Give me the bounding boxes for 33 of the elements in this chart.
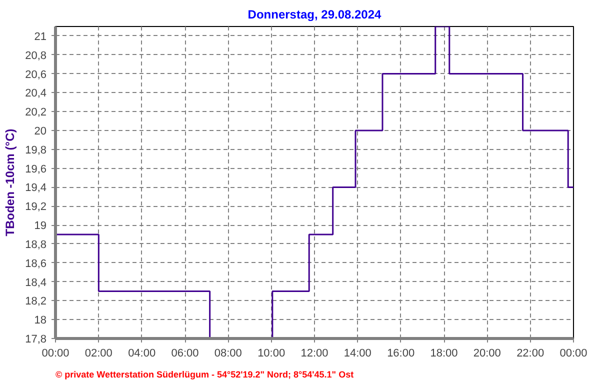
x-tick-label: 16:00 xyxy=(387,348,415,360)
y-tick-label: 19,4 xyxy=(25,182,47,194)
y-tick-label: 20,6 xyxy=(25,68,47,81)
x-tick-label: 20:00 xyxy=(473,348,501,360)
x-tick-label: 00:00 xyxy=(560,348,588,360)
y-tick-label: 20,8 xyxy=(25,50,47,62)
x-tick-label: 14:00 xyxy=(344,348,372,360)
text: © private Wetterstation Süderlügum - 54°52'19.2" Nord; 8°54'45.1" Ost xyxy=(56,370,354,380)
y-tick-label: 18 xyxy=(34,314,47,327)
y-tick-label: 18,4 xyxy=(25,276,47,289)
y-tick-label: 21 xyxy=(34,30,47,43)
y-tick-label: 19,8 xyxy=(25,144,47,156)
x-tick-label: 12:00 xyxy=(300,348,328,360)
x-tick-label: 22:00 xyxy=(516,348,544,360)
y-tick-label: 18,6 xyxy=(25,258,47,270)
y-axis-title: TBoden -10cm (°C) xyxy=(3,128,18,236)
x-tick-label: 04:00 xyxy=(128,348,156,360)
y-tick-label: 20,2 xyxy=(25,106,47,119)
y-tick-label: 18,8 xyxy=(25,238,47,251)
x-tick-label: 06:00 xyxy=(171,348,199,360)
y-tick-label: 19,2 xyxy=(25,201,47,214)
x-tick-label: 00:00 xyxy=(42,348,70,360)
y-tick-label: 20 xyxy=(34,126,47,138)
x-tick-label: 18:00 xyxy=(430,348,458,360)
y-tick-label: 17,8 xyxy=(25,334,47,346)
x-tick-label: 02:00 xyxy=(84,348,112,360)
y-tick-label: 19 xyxy=(34,220,47,232)
y-tick-label: 18,2 xyxy=(25,296,47,308)
y-tick-label: 19,6 xyxy=(25,163,47,176)
x-tick-label: 10:00 xyxy=(258,348,286,360)
y-tick-label: 20,4 xyxy=(25,88,47,100)
x-tick-label: 08:00 xyxy=(214,348,242,360)
chart-title: Donnerstag, 29.08.2024 xyxy=(248,8,382,22)
